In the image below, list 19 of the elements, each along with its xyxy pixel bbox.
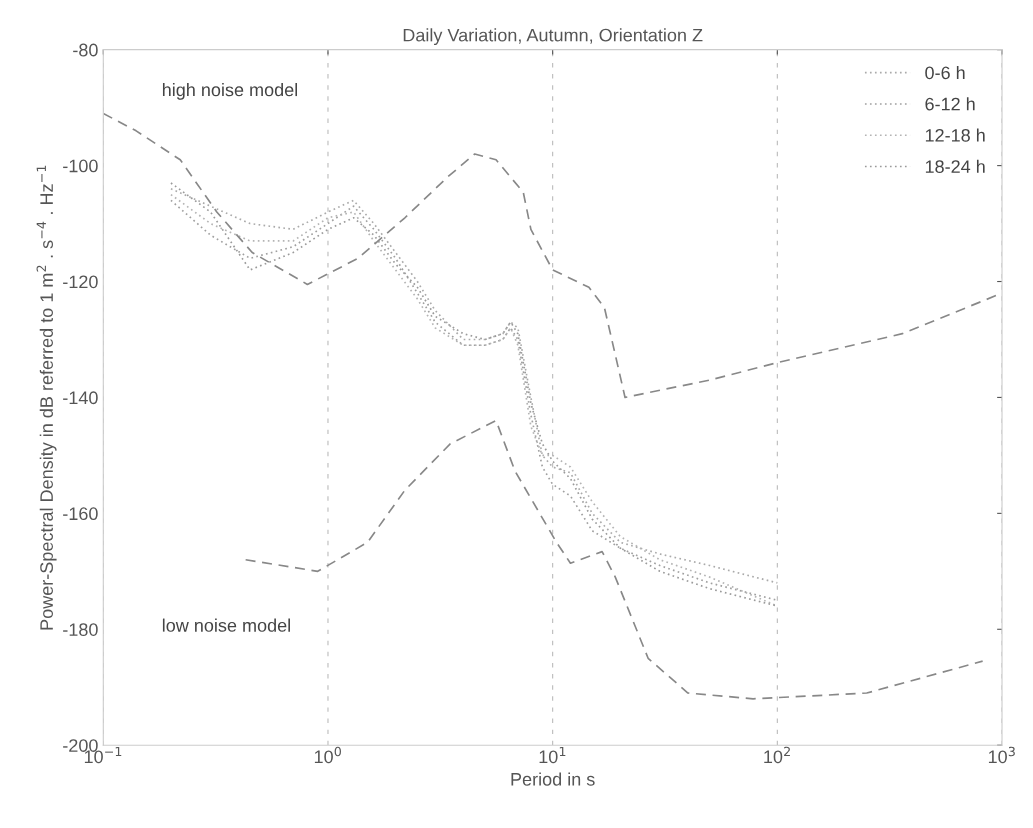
legend-label: 18-24 h <box>925 159 985 174</box>
annotation: low noise model <box>162 618 290 632</box>
chart-title: Daily Variation, Autumn, Orientation Z <box>403 28 703 46</box>
y-tick-label: -180 <box>63 623 98 636</box>
y-axis-title: Power-Spectral Density in dB referred to 1 m$^{2}$ . s$^{−4}$ . Hz$^{−1}$ <box>36 165 57 630</box>
y-tick-label: -140 <box>63 391 98 405</box>
x-axis-title: Period in s <box>511 772 595 786</box>
legend-label: 0-6 h <box>925 65 965 80</box>
y-tick-label: -80 <box>73 43 98 57</box>
x-tick-label: 10$^{3}$ <box>988 746 1015 764</box>
x-tick-label: 10$^{2}$ <box>764 746 790 764</box>
legend-label: 6-12 h <box>925 97 975 111</box>
x-tick-label: 10$^{0}$ <box>314 746 341 764</box>
y-tick-label: -160 <box>63 507 98 521</box>
legend-label: 12-18 h <box>925 128 985 142</box>
y-tick-label: -100 <box>63 159 98 173</box>
x-tick-label: 10$^{1}$ <box>539 746 566 764</box>
annotation: high noise model <box>162 83 298 100</box>
y-tick-label: -120 <box>63 275 98 289</box>
